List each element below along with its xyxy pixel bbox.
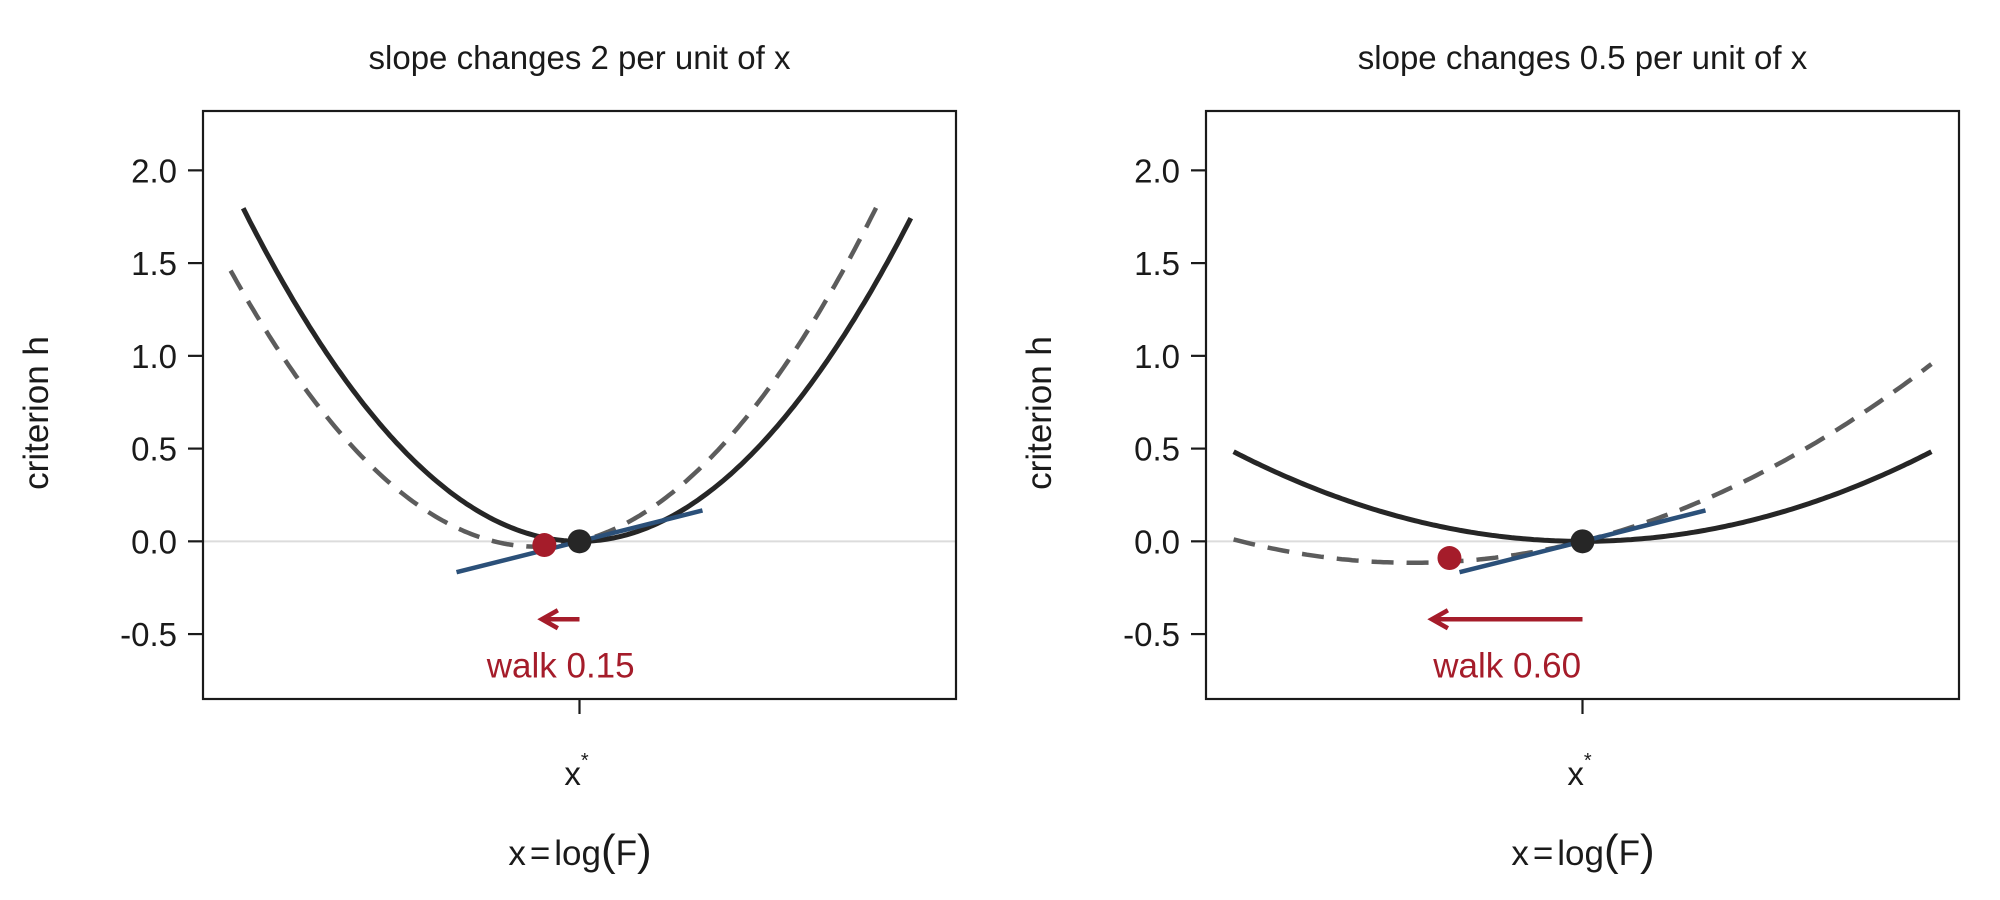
y-tick-label: 1.0: [131, 338, 177, 375]
y-tick-label: 1.5: [1134, 245, 1180, 282]
solid-curve: [1232, 449, 1933, 544]
plot-frame: [1204, 109, 1961, 701]
plot-area: [1232, 362, 1933, 575]
shifted-point: [1437, 546, 1462, 571]
y-tick-label: 0.5: [131, 431, 177, 468]
x-axis-label: x = log(F): [1511, 826, 1654, 875]
y-tick-label: 2.0: [1134, 152, 1180, 189]
chart-title: slope changes 0.5 per unit of x: [1358, 39, 1808, 76]
y-tick-label: 0.5: [1134, 431, 1180, 468]
walk-arrow-head: [537, 608, 559, 631]
optimum-point: [567, 529, 592, 554]
y-tick-label: 2.0: [131, 152, 177, 189]
panel-1: slope changes 2 per unit of x walk 0.15 -0…: [17, 39, 958, 875]
y-tick-label: 1.5: [131, 245, 177, 282]
plot-area: [228, 197, 914, 575]
y-tick-label: -0.5: [120, 616, 177, 653]
shifted-point: [532, 533, 557, 558]
x-tick-label: x*: [1567, 750, 1592, 792]
y-axis: -0.5 0.0 0.5 1.0 1.5 2.0: [120, 152, 203, 653]
x-axis-label: x = log(F): [508, 826, 651, 875]
walk-arrow-head: [1427, 608, 1450, 631]
y-tick-label: -0.5: [1123, 616, 1180, 653]
dashed-curve: [228, 197, 883, 549]
optimum-point: [1570, 529, 1595, 554]
y-axis-label: criterion h: [1020, 336, 1059, 490]
y-axis: -0.5 0.0 0.5 1.0 1.5 2.0: [1123, 152, 1206, 653]
y-tick-label: 0.0: [131, 523, 177, 560]
solid-curve: [240, 207, 914, 544]
walk-label: walk 0.60: [1432, 647, 1581, 686]
y-axis-label: criterion h: [17, 336, 56, 490]
x-tick-label: x*: [564, 750, 589, 792]
y-tick-label: 1.0: [1134, 338, 1180, 375]
y-tick-label: 0.0: [1134, 523, 1180, 560]
walk-label: walk 0.15: [486, 647, 635, 686]
chart-title: slope changes 2 per unit of x: [369, 39, 791, 76]
panel-2: slope changes 0.5 per unit of x walk 0.60…: [1020, 39, 1961, 875]
